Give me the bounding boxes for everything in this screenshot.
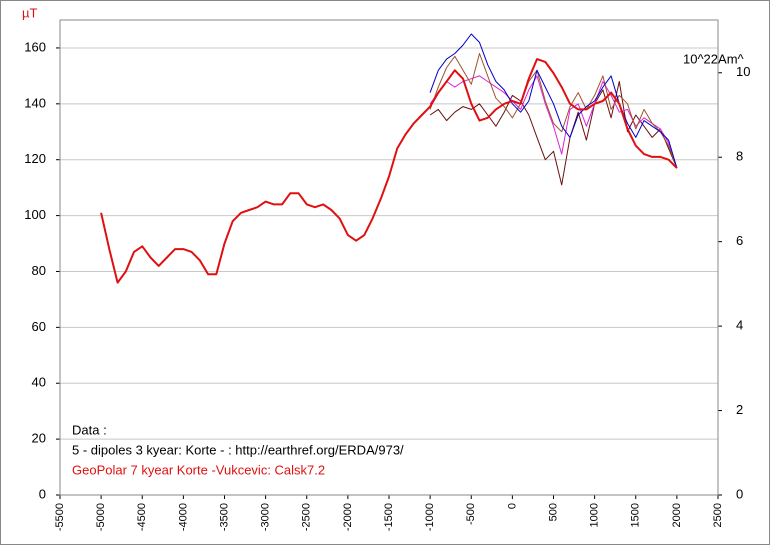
y-tick-label: 140 (24, 95, 46, 110)
x-tick-label: 2000 (671, 503, 683, 527)
x-tick-label: -4500 (136, 503, 148, 531)
y-axis-label: µT (22, 5, 37, 20)
x-tick-label: -2500 (301, 503, 313, 531)
x-tick-label: -4000 (177, 503, 189, 531)
y-tick-label: 80 (32, 263, 46, 278)
y2-tick-label: 8 (736, 149, 743, 164)
y-tick-label: 0 (39, 486, 46, 501)
data-line (429, 33, 678, 169)
y2-tick-label: 2 (736, 402, 743, 417)
y2-tick-label: 0 (736, 486, 743, 501)
y2-tick-label: 4 (736, 318, 743, 333)
data-line (429, 53, 678, 169)
y-tick-label: 100 (24, 207, 46, 222)
data-line (429, 81, 678, 186)
x-tick-label: -1500 (383, 503, 395, 531)
x-tick-label: -500 (465, 503, 477, 525)
x-tick-label: 0 (506, 503, 518, 509)
x-tick-label: -5000 (95, 503, 107, 531)
annotation: 5 - dipoles 3 kyear: Korte - : http://ea… (72, 442, 404, 457)
y-tick-label: 40 (32, 375, 46, 390)
y-tick-label: 120 (24, 151, 46, 166)
plot-area (59, 19, 719, 496)
annotation: Data : (72, 422, 107, 437)
x-tick-label: -3500 (218, 503, 230, 531)
y2-tick-label: 10 (736, 64, 750, 79)
data-line (100, 58, 678, 284)
legend-entry: GeoPolar 7 kyear Korte -Vukcevic: Calsk7… (72, 462, 325, 477)
y-tick-label: 20 (32, 431, 46, 446)
x-tick-label: -5500 (54, 503, 66, 531)
x-tick-label: 500 (547, 503, 559, 521)
y2-axis-label: 10^22Am^ (683, 51, 745, 66)
x-tick-label: -3000 (260, 503, 272, 531)
x-tick-label: -2000 (342, 503, 354, 531)
y-tick-label: 160 (24, 39, 46, 54)
x-tick-label: 1000 (589, 503, 601, 527)
y-tick-label: 60 (32, 319, 46, 334)
x-tick-label: 1500 (630, 503, 642, 527)
x-tick-label: 2500 (712, 503, 724, 527)
data-line (429, 75, 678, 169)
y2-tick-label: 6 (736, 233, 743, 248)
x-tick-label: -1000 (424, 503, 436, 531)
